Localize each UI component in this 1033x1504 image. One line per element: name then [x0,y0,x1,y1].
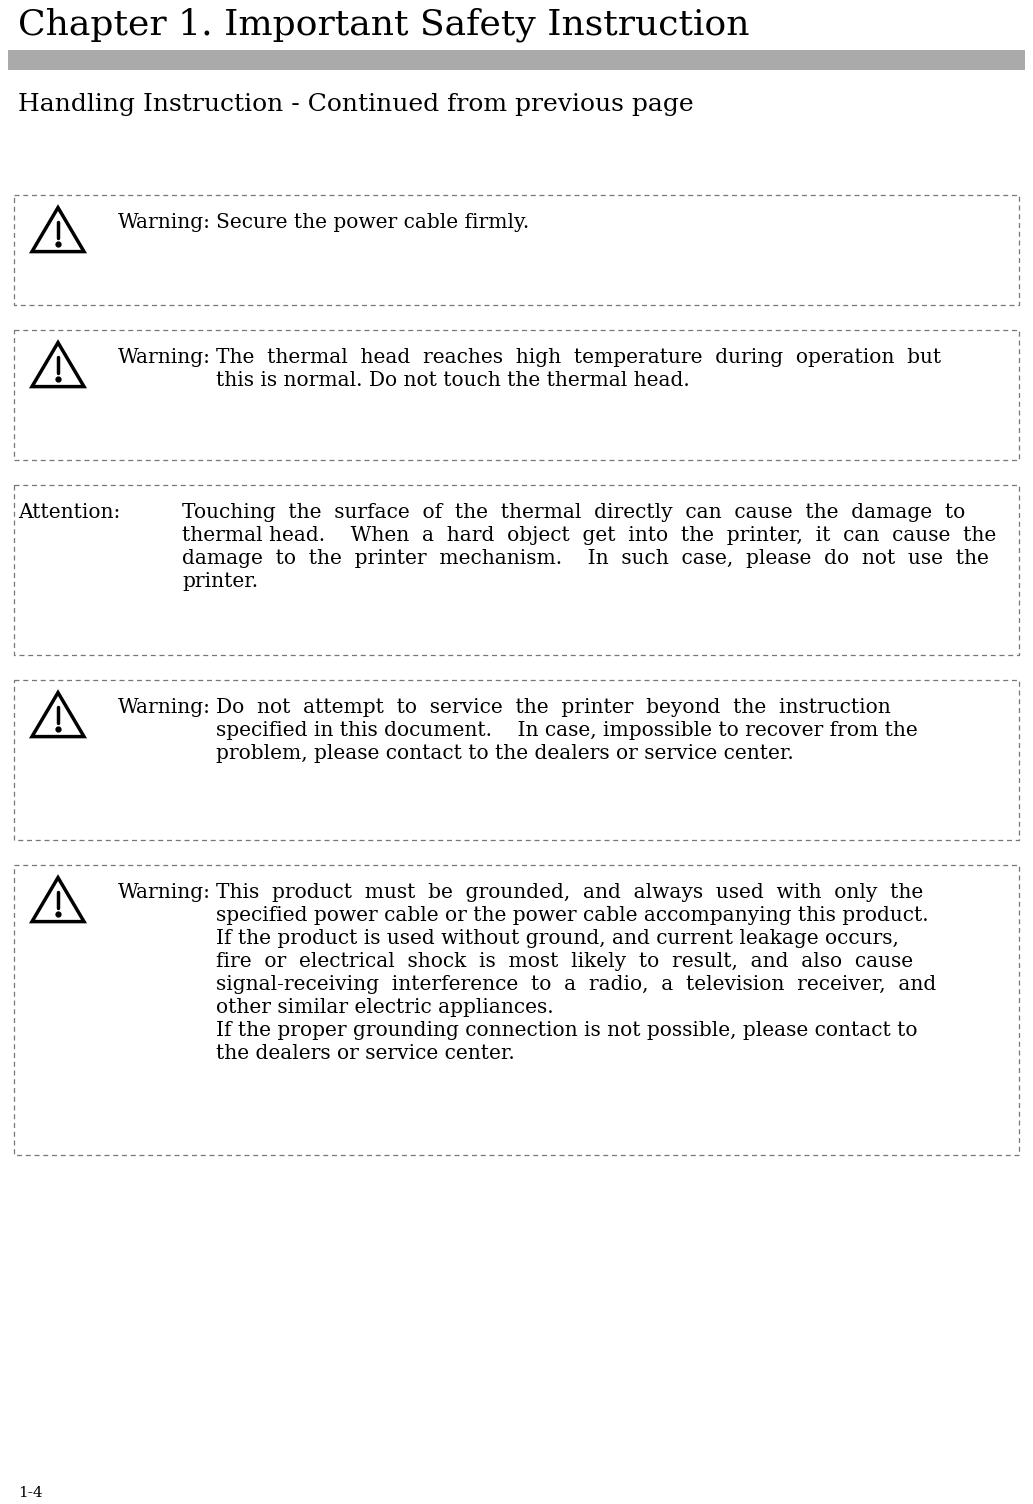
Text: Handling Instruction - Continued from previous page: Handling Instruction - Continued from pr… [18,93,693,116]
Text: Warning:: Warning: [118,347,211,367]
Text: specified power cable or the power cable accompanying this product.: specified power cable or the power cable… [216,905,929,925]
Text: The  thermal  head  reaches  high  temperature  during  operation  but: The thermal head reaches high temperatur… [216,347,941,367]
Text: This  product  must  be  grounded,  and  always  used  with  only  the: This product must be grounded, and alway… [216,883,924,902]
Text: other similar electric appliances.: other similar electric appliances. [216,999,554,1017]
Text: Warning:: Warning: [118,214,211,232]
Text: signal-receiving  interference  to  a  radio,  a  television  receiver,  and: signal-receiving interference to a radio… [216,975,936,994]
Text: printer.: printer. [182,572,258,591]
Text: Warning:: Warning: [118,698,211,717]
Text: problem, please contact to the dealers or service center.: problem, please contact to the dealers o… [216,744,793,763]
Text: Attention:: Attention: [18,502,121,522]
Text: If the product is used without ground, and current leakage occurs,: If the product is used without ground, a… [216,929,899,948]
Text: Do  not  attempt  to  service  the  printer  beyond  the  instruction: Do not attempt to service the printer be… [216,698,890,717]
Text: Chapter 1. Important Safety Instruction: Chapter 1. Important Safety Instruction [18,8,750,42]
Polygon shape [32,693,84,737]
Text: damage  to  the  printer  mechanism.    In  such  case,  please  do  not  use  t: damage to the printer mechanism. In such… [182,549,989,569]
Text: fire  or  electrical  shock  is  most  likely  to  result,  and  also  cause: fire or electrical shock is most likely … [216,952,913,972]
Text: Secure the power cable firmly.: Secure the power cable firmly. [216,214,529,232]
Bar [8,50,1025,71]
Polygon shape [32,343,84,387]
Text: the dealers or service center.: the dealers or service center. [216,1044,514,1063]
Text: specified in this document.    In case, impossible to recover from the: specified in this document. In case, imp… [216,720,917,740]
Polygon shape [32,878,84,922]
Text: Touching  the  surface  of  the  thermal  directly  can  cause  the  damage  to: Touching the surface of the thermal dire… [182,502,965,522]
Text: this is normal. Do not touch the thermal head.: this is normal. Do not touch the thermal… [216,371,690,390]
Text: thermal head.    When  a  hard  object  get  into  the  printer,  it  can  cause: thermal head. When a hard object get int… [182,526,996,544]
Text: 1-4: 1-4 [18,1486,42,1499]
Text: If the proper grounding connection is not possible, please contact to: If the proper grounding connection is no… [216,1021,917,1039]
Polygon shape [32,208,84,251]
Text: Warning:: Warning: [118,883,211,902]
